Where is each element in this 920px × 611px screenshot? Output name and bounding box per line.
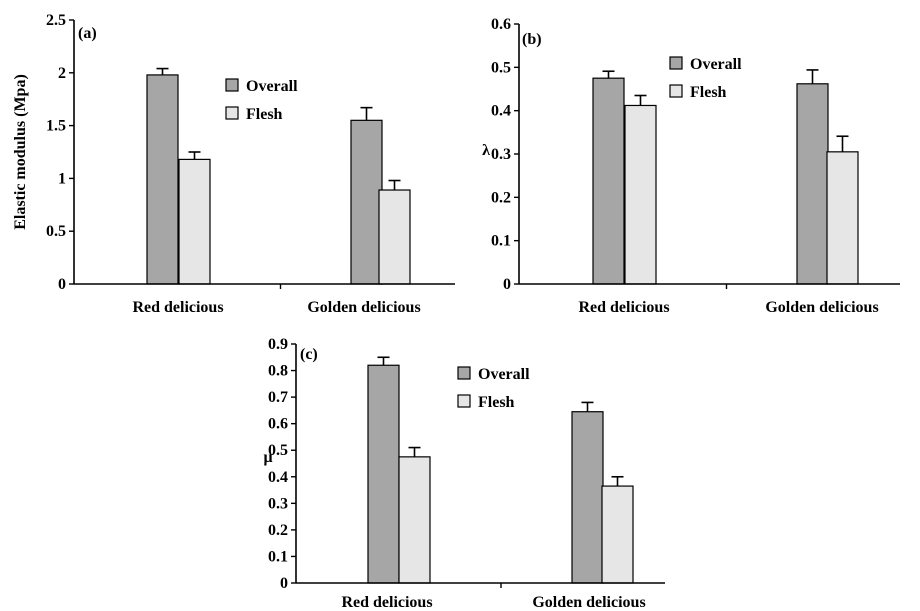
bar-flesh-2 (601, 485, 634, 584)
y-tick-label: 1 (58, 170, 66, 187)
y-tick-label: 0.2 (491, 189, 511, 206)
legend-label-overall: Overall (478, 366, 530, 383)
bar-flesh-2 (826, 151, 859, 285)
legend-swatch-flesh (669, 84, 683, 98)
x-tick-label: Red delicious (132, 299, 223, 316)
y-tick-label: 0.4 (491, 103, 511, 120)
legend-label-flesh: Flesh (690, 84, 727, 101)
y-tick-label: 1.5 (46, 118, 66, 135)
bar-overall-2 (571, 411, 604, 584)
bar-overall-2 (796, 83, 829, 285)
y-tick-label: 2.5 (46, 12, 66, 29)
y-axis-label: μ (263, 449, 272, 466)
chart-panel-3: 0 0.1 0.2 0.3 0.4 0.5 0.6 0.7 0.8 0.9 Red deliciou… (263, 336, 665, 611)
x-tick-label: Red delicious (578, 299, 669, 316)
legend-swatch-flesh (225, 106, 239, 120)
bar-overall-1 (146, 74, 179, 285)
bar-flesh-1 (624, 104, 657, 285)
y-tick-label: 0.3 (491, 146, 511, 163)
y-axis-label: Elastic modulus (Mpa) (12, 74, 29, 230)
y-tick-label: 0.7 (268, 389, 288, 406)
x-tick-label: Golden delicious (307, 299, 420, 316)
legend-swatch-overall (457, 366, 471, 380)
legend-swatch-overall (669, 56, 683, 70)
x-tick-label: Golden delicious (532, 594, 645, 611)
panel-label: (c) (300, 346, 318, 363)
x-tick-label: Golden delicious (765, 299, 878, 316)
y-tick-label: 0.3 (268, 495, 288, 512)
panel-label: (a) (78, 25, 97, 42)
y-tick-label: 0 (503, 276, 511, 293)
y-tick-label: 0.2 (268, 522, 288, 539)
chart-panel-1: 0 0.5 1 1.5 2 2.5 Red delicious Golden deliciou… (12, 12, 455, 316)
x-tick-label: Red delicious (341, 594, 432, 611)
y-tick-label: 0.1 (491, 233, 511, 250)
bar-flesh-2 (378, 189, 411, 285)
chart-panel-2: 0 0.1 0.2 0.3 0.4 0.5 0.6 Red delicious Golden d… (482, 16, 900, 316)
y-axis-label: λ (482, 142, 490, 159)
y-tick-label: 0.6 (268, 416, 288, 433)
bar-overall-1 (367, 364, 400, 584)
bar-overall-1 (592, 77, 625, 285)
y-tick-label: 0 (280, 575, 288, 592)
y-tick-label: 2 (58, 65, 66, 82)
y-tick-label: 0.4 (268, 469, 288, 486)
bar-flesh-1 (398, 456, 431, 584)
legend-swatch-flesh (457, 394, 471, 408)
legend-label-flesh: Flesh (478, 394, 515, 411)
legend-label-flesh: Flesh (246, 106, 283, 123)
y-tick-label: 0.5 (46, 223, 66, 240)
y-tick-label: 0.8 (268, 363, 288, 380)
legend-label-overall: Overall (246, 78, 298, 95)
y-tick-label: 0.1 (268, 548, 288, 565)
bar-flesh-1 (178, 158, 211, 285)
legend-swatch-overall (225, 78, 239, 92)
y-tick-label: 0.9 (268, 336, 288, 353)
panel-label: (b) (522, 31, 542, 48)
bar-overall-2 (350, 119, 383, 285)
y-tick-label: 0.6 (491, 16, 511, 33)
y-tick-label: 0.5 (268, 442, 288, 459)
y-tick-label: 0.5 (491, 59, 511, 76)
y-tick-label: 0 (58, 276, 66, 293)
legend-label-overall: Overall (690, 56, 742, 73)
